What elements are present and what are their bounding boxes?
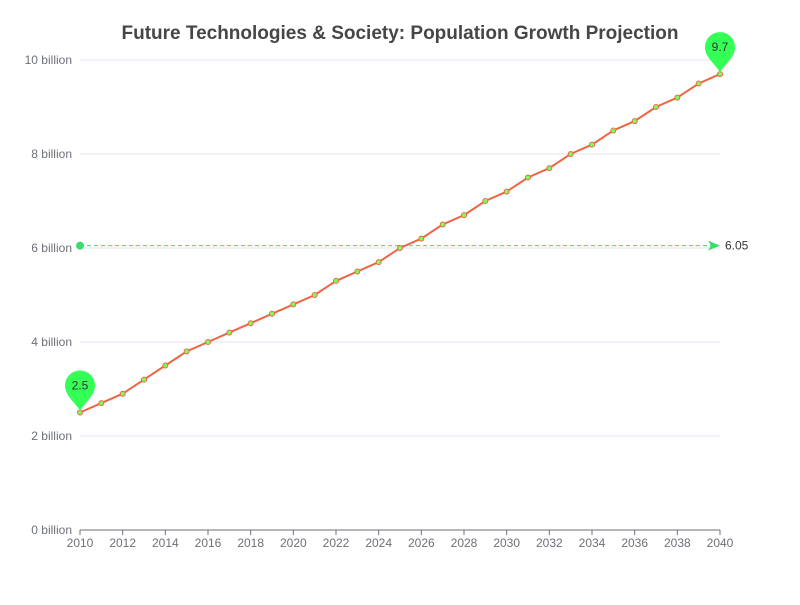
mean-line-label: 6.05 bbox=[725, 239, 749, 253]
data-point[interactable] bbox=[631, 118, 638, 125]
x-tick-label: 2016 bbox=[195, 536, 222, 550]
data-point[interactable] bbox=[290, 301, 297, 308]
y-tick-label: 2 billion bbox=[31, 429, 72, 443]
x-tick-label: 2034 bbox=[579, 536, 606, 550]
data-point[interactable] bbox=[589, 141, 595, 148]
data-point[interactable] bbox=[482, 198, 489, 204]
data-point[interactable] bbox=[226, 329, 233, 336]
data-point[interactable] bbox=[695, 80, 702, 87]
y-tick-label: 6 billion bbox=[31, 241, 72, 255]
x-tick-label: 2030 bbox=[493, 536, 520, 550]
data-point[interactable] bbox=[525, 174, 531, 181]
x-tick-label: 2018 bbox=[237, 536, 264, 550]
data-point[interactable] bbox=[269, 310, 275, 317]
data-point[interactable] bbox=[98, 400, 105, 407]
data-point[interactable] bbox=[461, 212, 467, 219]
data-point[interactable] bbox=[354, 268, 361, 275]
data-point[interactable] bbox=[397, 245, 403, 251]
value-pin-label: 9.7 bbox=[712, 40, 729, 54]
data-point[interactable] bbox=[439, 221, 446, 228]
data-point[interactable] bbox=[503, 188, 510, 195]
chart-title: Future Technologies & Society: Populatio… bbox=[121, 23, 678, 44]
x-tick-label: 2028 bbox=[451, 536, 478, 550]
data-point[interactable] bbox=[546, 165, 553, 172]
x-tick-label: 2014 bbox=[152, 536, 179, 550]
axes: 0 billion 2 billion 4 billion 6 billion 8 bi… bbox=[25, 53, 734, 550]
x-tick-label: 2026 bbox=[408, 536, 435, 550]
data-point[interactable] bbox=[717, 71, 723, 78]
data-point[interactable] bbox=[205, 339, 211, 345]
y-tick-label: 0 billion bbox=[31, 523, 72, 537]
x-tick-label: 2032 bbox=[536, 536, 563, 550]
x-tick-label: 2024 bbox=[365, 536, 392, 550]
data-point[interactable] bbox=[77, 409, 83, 416]
x-tick-label: 2022 bbox=[323, 536, 350, 550]
data-point[interactable] bbox=[247, 320, 254, 327]
data-point[interactable] bbox=[674, 94, 681, 101]
value-pin bbox=[705, 32, 735, 73]
data-point[interactable] bbox=[311, 292, 318, 298]
x-tick-label: 2040 bbox=[707, 536, 734, 550]
value-pin-label: 2.5 bbox=[72, 379, 89, 393]
x-tick-label: 2020 bbox=[280, 536, 307, 550]
data-point[interactable] bbox=[333, 277, 339, 284]
mean-line-arrow bbox=[708, 240, 720, 251]
data-point[interactable] bbox=[375, 259, 382, 266]
data-point[interactable] bbox=[653, 104, 659, 110]
data-point[interactable] bbox=[141, 376, 147, 383]
y-tick-label: 8 billion bbox=[31, 147, 72, 161]
value-pin bbox=[65, 370, 95, 411]
data-point[interactable] bbox=[162, 362, 169, 369]
data-point[interactable] bbox=[119, 390, 126, 397]
x-tick-label: 2038 bbox=[664, 536, 691, 550]
value-pins: 2.5 9.7 bbox=[65, 32, 735, 411]
data-point[interactable] bbox=[610, 127, 617, 134]
series-line bbox=[79, 73, 721, 414]
x-tick-label: 2012 bbox=[109, 536, 136, 550]
data-point[interactable] bbox=[567, 151, 574, 157]
x-tick-label: 2036 bbox=[621, 536, 648, 550]
y-tick-label: 10 billion bbox=[25, 53, 72, 67]
mean-reference-line: 6.05 bbox=[76, 239, 749, 253]
data-point[interactable] bbox=[183, 348, 190, 355]
data-point[interactable] bbox=[418, 235, 425, 242]
y-tick-label: 4 billion bbox=[31, 335, 72, 349]
series-population bbox=[77, 71, 723, 416]
x-tick-label: 2010 bbox=[67, 536, 94, 550]
